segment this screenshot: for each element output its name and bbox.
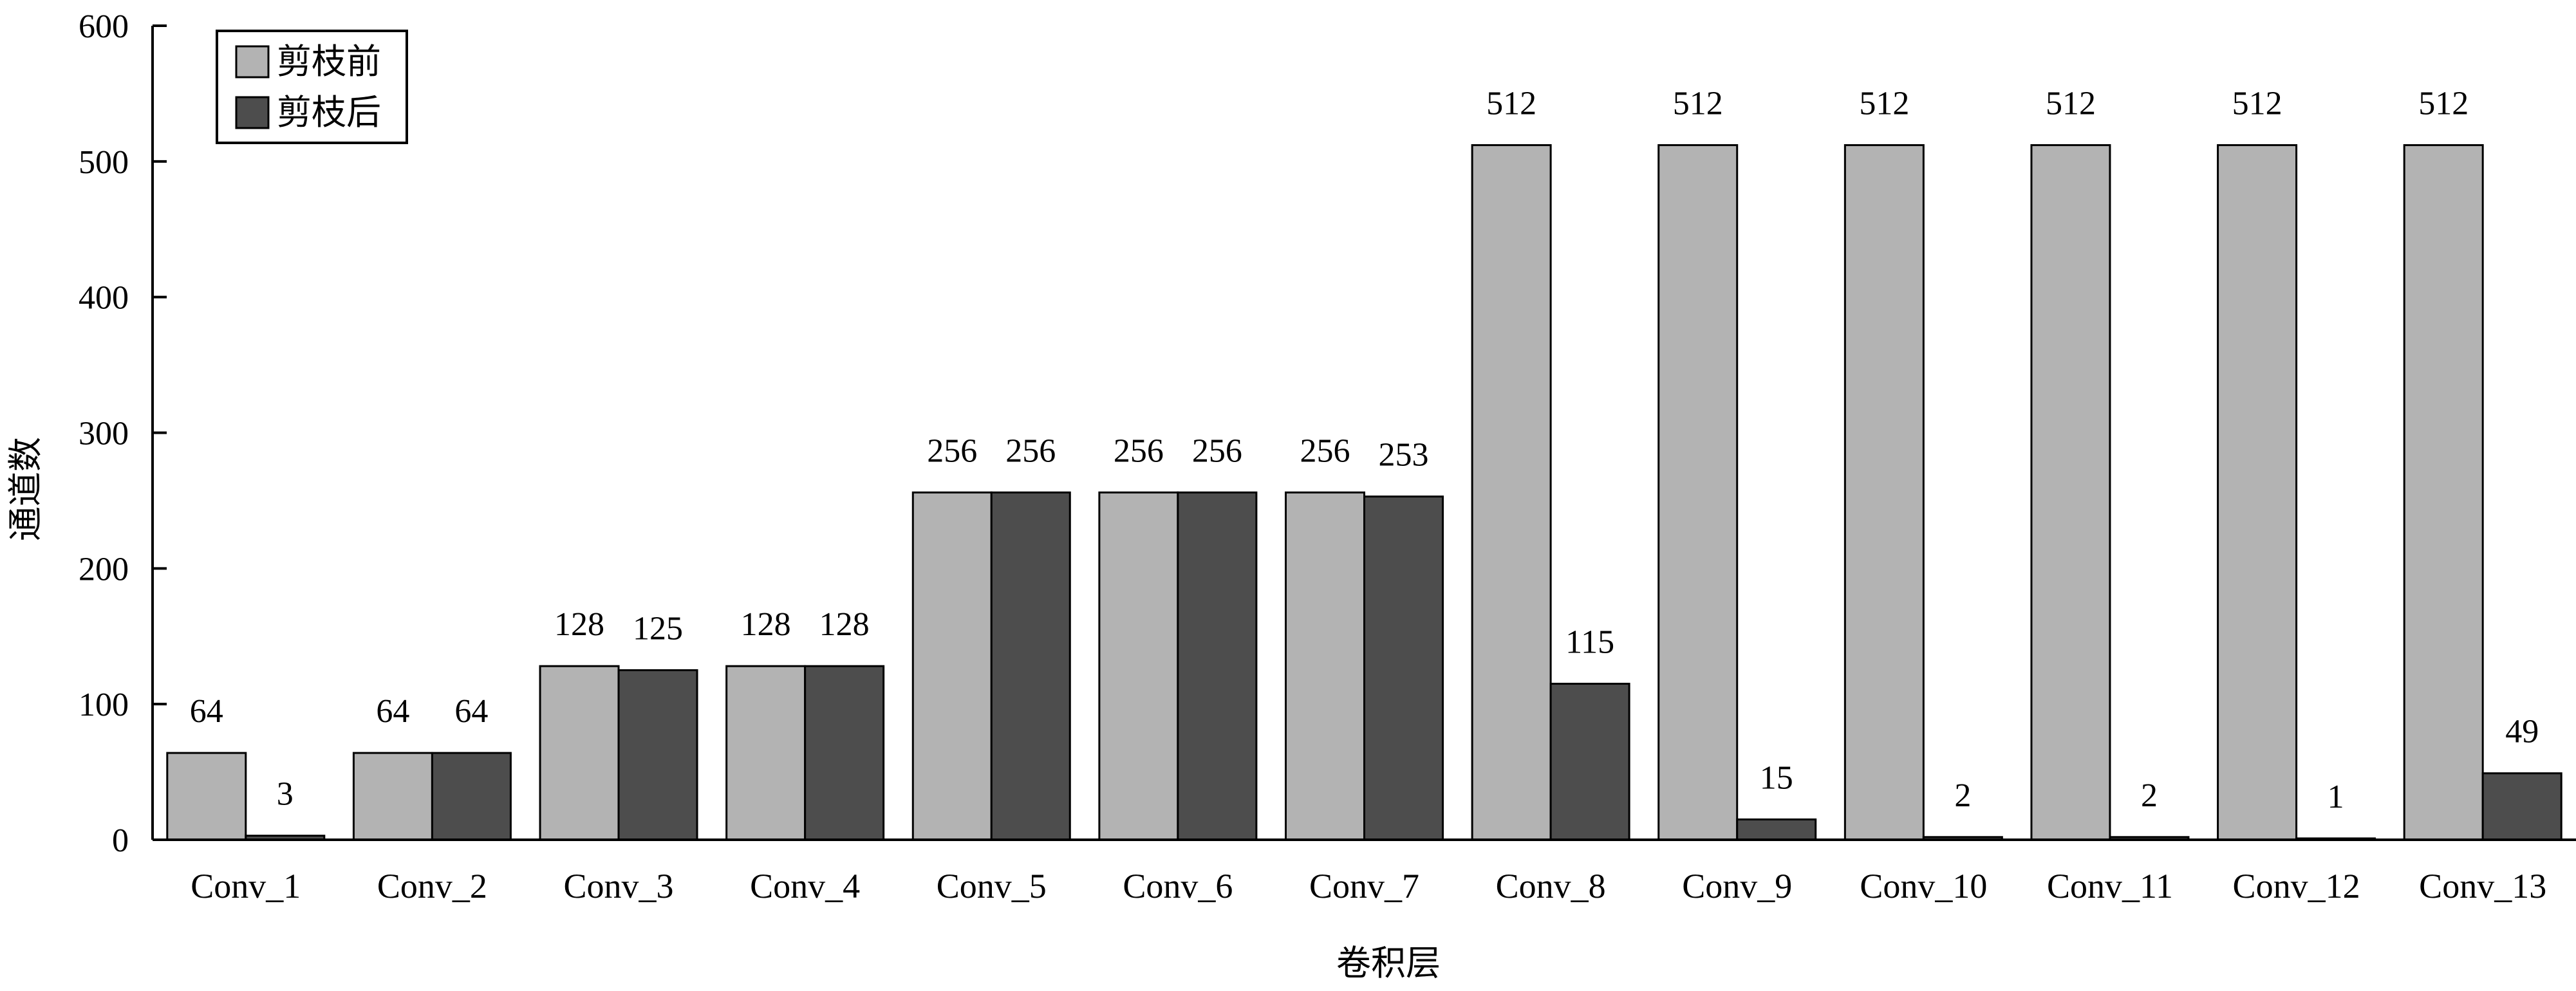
y-axis-title: 通道数 <box>6 437 45 541</box>
data-label-before-Conv_13: 512 <box>2418 86 2469 122</box>
bar-before-Conv_5 <box>911 491 993 841</box>
data-label-before-Conv_1: 64 <box>190 693 223 730</box>
bar-before-Conv_9 <box>1657 144 1739 841</box>
y-ticks: 0 100 200 300 400 500 600 <box>79 8 167 859</box>
x-tick-label-Conv_6: Conv_6 <box>1123 867 1233 905</box>
data-label-after-Conv_2: 64 <box>454 693 488 730</box>
x-tick-label-Conv_1: Conv_1 <box>191 867 301 905</box>
legend: 剪枝前 剪枝后 <box>216 30 408 144</box>
data-label-after-Conv_4: 128 <box>819 606 870 643</box>
data-label-after-Conv_13: 49 <box>2505 714 2539 750</box>
bar-before-Conv_11 <box>2030 144 2111 841</box>
y-tick-label: 500 <box>79 144 129 181</box>
data-label-before-Conv_9: 512 <box>1673 86 1723 122</box>
data-label-before-Conv_4: 128 <box>741 606 791 643</box>
data-label-before-Conv_11: 512 <box>2046 86 2096 122</box>
x-tick-label-Conv_9: Conv_9 <box>1682 867 1792 905</box>
legend-swatch-before <box>235 45 270 79</box>
data-label-after-Conv_8: 115 <box>1565 624 1614 661</box>
data-label-before-Conv_7: 256 <box>1300 432 1350 469</box>
x-tick-label-Conv_5: Conv_5 <box>937 867 1047 905</box>
bar-before-Conv_13 <box>2403 144 2484 841</box>
legend-swatch-after <box>235 96 270 129</box>
bar-after-Conv_3 <box>617 669 698 841</box>
bar-after-Conv_8 <box>1549 683 1630 841</box>
legend-label-after: 剪枝后 <box>277 93 381 132</box>
bar-before-Conv_4 <box>725 665 807 841</box>
data-label-after-Conv_9: 15 <box>1760 759 1793 796</box>
data-label-before-Conv_12: 512 <box>2232 86 2282 122</box>
data-label-before-Conv_10: 512 <box>1859 86 1909 122</box>
data-label-after-Conv_12: 1 <box>2328 779 2344 815</box>
bar-after-Conv_13 <box>2481 772 2562 841</box>
data-labels-layer: 64 3 64 64 128 125 128 128 256 256 256 256 256 253 512… <box>190 86 2539 815</box>
data-label-after-Conv_3: 125 <box>633 610 683 647</box>
data-label-after-Conv_6: 256 <box>1192 432 1242 469</box>
x-tick-label-Conv_3: Conv_3 <box>564 867 674 905</box>
y-tick-label: 600 <box>79 8 129 45</box>
x-axis-title: 卷积层 <box>1336 944 1441 983</box>
bar-before-Conv_2 <box>352 752 433 841</box>
data-label-before-Conv_8: 512 <box>1486 86 1536 122</box>
x-tick-label-Conv_10: Conv_10 <box>1860 867 1987 905</box>
bar-after-Conv_9 <box>1736 818 1817 841</box>
bar-before-Conv_3 <box>539 665 620 841</box>
x-tick-label-Conv_7: Conv_7 <box>1309 867 1419 905</box>
bar-after-Conv_2 <box>431 752 512 841</box>
bar-before-Conv_12 <box>2217 144 2298 841</box>
x-tick-label-Conv_13: Conv_13 <box>2419 867 2546 905</box>
y-tick-label: 400 <box>79 280 129 317</box>
x-tick-label-Conv_8: Conv_8 <box>1496 867 1606 905</box>
x-ticks: Conv_1 Conv_2 Conv_3 Conv_4 Conv_5 Conv_6 Conv… <box>191 867 2546 905</box>
data-label-after-Conv_5: 256 <box>1005 432 1056 469</box>
bar-after-Conv_5 <box>990 491 1071 841</box>
x-tick-label-Conv_12: Conv_12 <box>2233 867 2360 905</box>
data-label-after-Conv_11: 2 <box>2141 777 2158 814</box>
y-tick-label: 300 <box>79 416 129 452</box>
data-label-before-Conv_6: 256 <box>1114 432 1164 469</box>
legend-label-before: 剪枝前 <box>277 42 381 81</box>
bar-before-Conv_7 <box>1285 491 1365 841</box>
data-label-after-Conv_1: 3 <box>277 776 294 813</box>
bar-after-Conv_6 <box>1177 491 1258 841</box>
bar-before-Conv_8 <box>1471 144 1552 841</box>
data-label-after-Conv_10: 2 <box>1954 777 1971 814</box>
y-tick-label: 200 <box>79 551 129 588</box>
bar-before-Conv_10 <box>1843 144 1925 841</box>
x-tick-label-Conv_2: Conv_2 <box>377 867 487 905</box>
x-tick-label-Conv_4: Conv_4 <box>750 867 860 905</box>
y-tick-label: 0 <box>112 822 129 859</box>
x-tick-label-Conv_11: Conv_11 <box>2047 867 2173 905</box>
data-label-before-Conv_3: 128 <box>554 606 604 643</box>
bar-after-Conv_7 <box>1363 496 1444 841</box>
bar-before-Conv_6 <box>1098 491 1179 841</box>
y-tick-label: 100 <box>79 687 129 723</box>
data-label-after-Conv_7: 253 <box>1379 437 1429 474</box>
data-label-before-Conv_2: 64 <box>376 693 409 730</box>
bar-before-Conv_1 <box>166 752 247 841</box>
data-label-before-Conv_5: 256 <box>927 432 977 469</box>
bars-layer <box>166 144 2562 841</box>
bar-after-Conv_4 <box>804 665 885 841</box>
